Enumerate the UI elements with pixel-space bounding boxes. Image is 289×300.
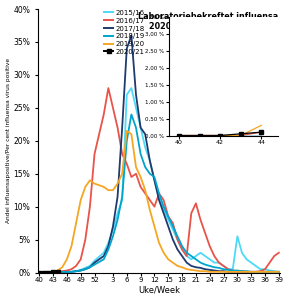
Legend: 2015/16, 2016/17, 2017/18, 2018/19, 2019/20, 2020/21: 2015/16, 2016/17, 2017/18, 2018/19, 2019… [104, 10, 145, 55]
Text: Laboratoriebekreftet influensa
2020/21, andel av testede: Laboratoriebekreftet influensa 2020/21, … [138, 12, 278, 31]
Y-axis label: Andel influensapositive/Per cent influensa virus positive: Andel influensapositive/Per cent influen… [5, 58, 11, 223]
X-axis label: Uke/Week: Uke/Week [138, 285, 180, 294]
